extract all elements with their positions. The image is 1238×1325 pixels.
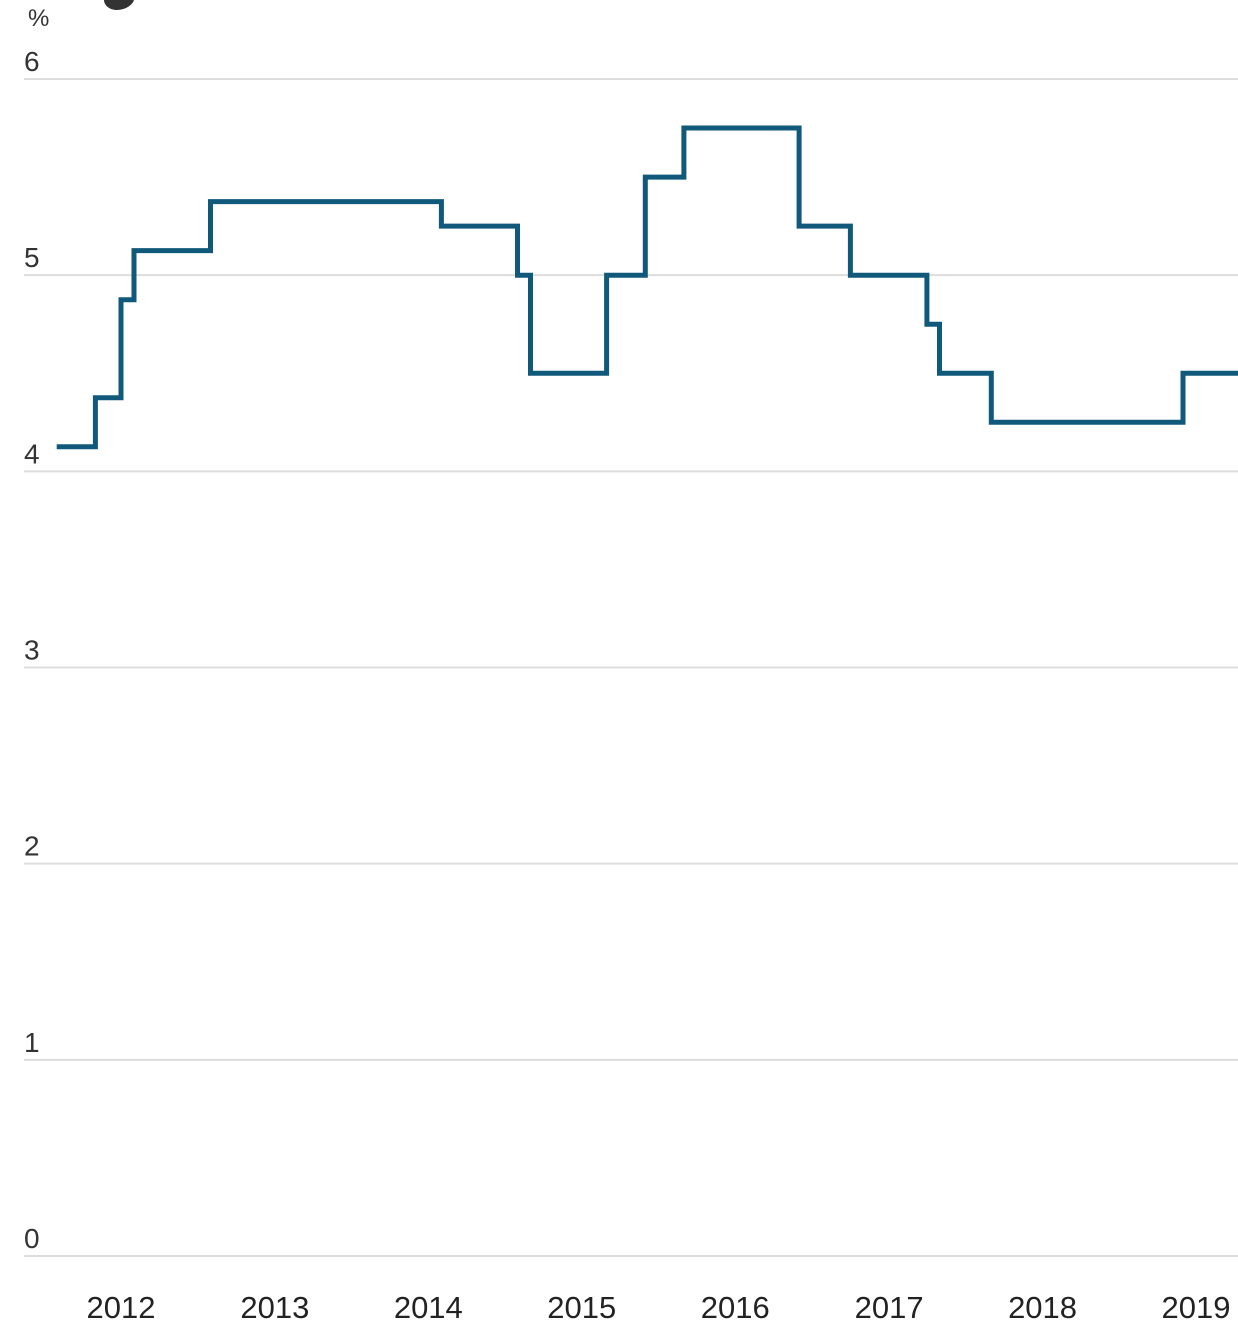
- gridlines: [24, 78, 1238, 1257]
- y-axis-unit-label: %: [28, 5, 49, 32]
- chart-title-fragment: [104, 0, 134, 10]
- x-tick-label-2019: 2019: [1162, 1290, 1231, 1325]
- series-line-0: [56, 125, 1238, 621]
- y-tick-label-1: 1: [24, 1027, 40, 1058]
- x-axis-tick-labels: 2012 2013 2014 2015 2016 2017 2018 2019: [87, 1290, 1231, 1325]
- y-tick-label-0: 0: [24, 1223, 40, 1254]
- y-axis-tick-labels: 0 1 2 3 4 5 6: [24, 46, 40, 1254]
- x-tick-label-2014: 2014: [394, 1290, 463, 1325]
- y-tick-label-4: 4: [24, 438, 40, 469]
- x-tick-label-2016: 2016: [701, 1290, 770, 1325]
- x-tick-label-2018: 2018: [1008, 1290, 1077, 1325]
- y-tick-label-5: 5: [24, 242, 40, 273]
- y-tick-label-6: 6: [24, 46, 40, 77]
- y-tick-label-3: 3: [24, 635, 40, 666]
- x-tick-label-2013: 2013: [240, 1290, 309, 1325]
- series-group: [56, 125, 1238, 621]
- x-tick-label-2012: 2012: [87, 1290, 156, 1325]
- x-tick-label-2017: 2017: [855, 1290, 924, 1325]
- y-tick-label-2: 2: [24, 831, 40, 862]
- x-tick-label-2015: 2015: [547, 1290, 616, 1325]
